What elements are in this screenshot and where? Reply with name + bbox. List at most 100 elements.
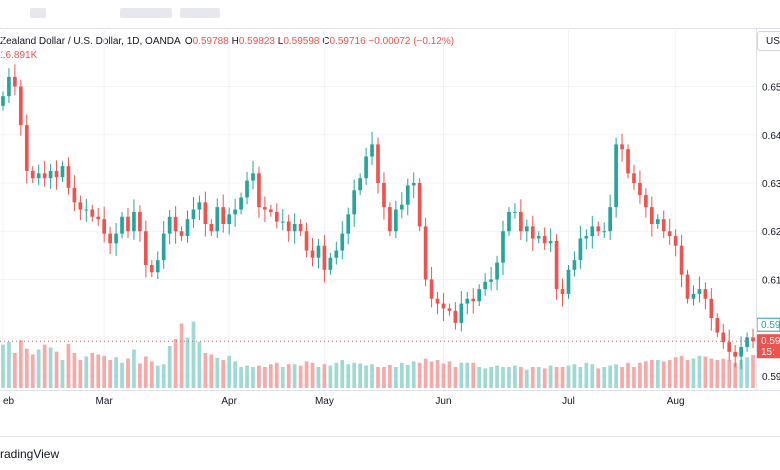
candle-body [54, 170, 59, 178]
volume-bar [173, 339, 178, 388]
candle-body [608, 207, 613, 232]
high-label: H [231, 36, 239, 47]
candle-body [733, 351, 738, 357]
volume-bar [269, 364, 273, 388]
candle-body [572, 260, 577, 270]
candle-body [691, 293, 696, 299]
volume-bar [572, 364, 577, 388]
volume-bar [84, 356, 89, 388]
candle-body [405, 185, 410, 205]
candle-body [328, 257, 333, 270]
countdown-text: 15: [761, 347, 775, 358]
volume-bar [405, 364, 410, 388]
volume-bar [227, 355, 232, 388]
candle-body [370, 144, 374, 157]
volume-bar [751, 355, 755, 388]
volume-bar [221, 360, 226, 388]
symbol-legend: Zealand Dollar / U.S. Dollar, 1D, OANDA … [0, 36, 454, 47]
candle-body [661, 219, 666, 232]
time-axis[interactable]: eb Mar Apr May Jun Jul Aug [3, 396, 685, 407]
candle-body [542, 236, 547, 244]
time-tick-label: Jun [435, 396, 451, 407]
volume-bar [655, 360, 660, 388]
candle-body [513, 211, 517, 213]
candle-body [36, 173, 41, 179]
candle-body [18, 86, 23, 126]
candle-body [48, 170, 53, 179]
candle-body [417, 183, 422, 227]
volume-bar [72, 353, 77, 388]
candle-body [721, 332, 726, 343]
candle-body [173, 216, 178, 232]
candle-body [751, 337, 755, 342]
candle-body [352, 190, 357, 215]
candle-body [30, 170, 35, 179]
volume-bar [185, 337, 190, 388]
volume-bar [132, 349, 136, 388]
close-value: 0.59716 [329, 36, 366, 47]
candle-body [334, 250, 339, 258]
volume-bar [233, 361, 237, 388]
volume-bar [138, 363, 142, 388]
candlesticks [1, 64, 755, 370]
volume-bar [584, 362, 589, 388]
candle-body [667, 231, 672, 237]
volume-bar [209, 354, 214, 388]
volume-bar [1, 344, 5, 388]
volume-bar [102, 355, 107, 388]
toolbar-placeholder [30, 8, 46, 18]
candle-body [483, 281, 487, 290]
candle-body [626, 149, 630, 174]
candle-body [90, 209, 95, 217]
candle-body [727, 342, 732, 352]
price-axis[interactable]: 0.65 0.64 0.63 0.62 0.61 0.59 [762, 83, 780, 383]
price-axis-divider [756, 28, 757, 390]
volume-value: 16.891K [0, 50, 38, 61]
volume-bar [489, 367, 493, 388]
volume-bar [126, 358, 130, 388]
candle-body [149, 265, 154, 273]
time-axis-divider [0, 390, 780, 391]
volume-bar [429, 361, 434, 388]
candle-body [126, 216, 130, 232]
volume-bar [548, 365, 553, 388]
volume-bar [578, 367, 583, 388]
volume-bar [245, 365, 249, 388]
volume-bar [542, 368, 547, 388]
volume-bar [340, 360, 345, 388]
candle-body [304, 231, 309, 251]
candle-body [191, 209, 196, 220]
low-value: 0.59598 [283, 36, 320, 47]
symbol-title: Zealand Dollar / U.S. Dollar, 1D, OANDA [0, 36, 181, 47]
volume-bar [370, 364, 374, 388]
volume-bar [560, 367, 565, 388]
candle-body [179, 231, 184, 237]
volume-bar [352, 362, 357, 388]
volume-bar [310, 362, 315, 388]
volume-bar [721, 358, 726, 388]
volume-bar [667, 360, 672, 388]
candle-body [590, 226, 595, 237]
candle-body [560, 289, 565, 294]
candle-body [340, 233, 345, 251]
candle-body [644, 195, 648, 208]
volume-bar [507, 367, 511, 388]
candle-body [489, 279, 493, 282]
candle-body [471, 298, 476, 302]
candle-body [507, 211, 511, 232]
candle-body [435, 298, 440, 304]
volume-bar [626, 362, 630, 388]
volume-bar [602, 367, 607, 388]
time-tick-label: May [315, 396, 334, 407]
candle-body [679, 245, 684, 275]
volume-bar [715, 360, 720, 388]
currency-button[interactable]: USD [757, 31, 780, 51]
volume-bar [24, 348, 29, 388]
volume-bar [590, 364, 595, 388]
candle-body [24, 125, 29, 171]
volume-bar [149, 361, 154, 388]
volume-bar [286, 364, 291, 388]
volume-bar [382, 367, 386, 388]
candle-body [245, 180, 249, 198]
